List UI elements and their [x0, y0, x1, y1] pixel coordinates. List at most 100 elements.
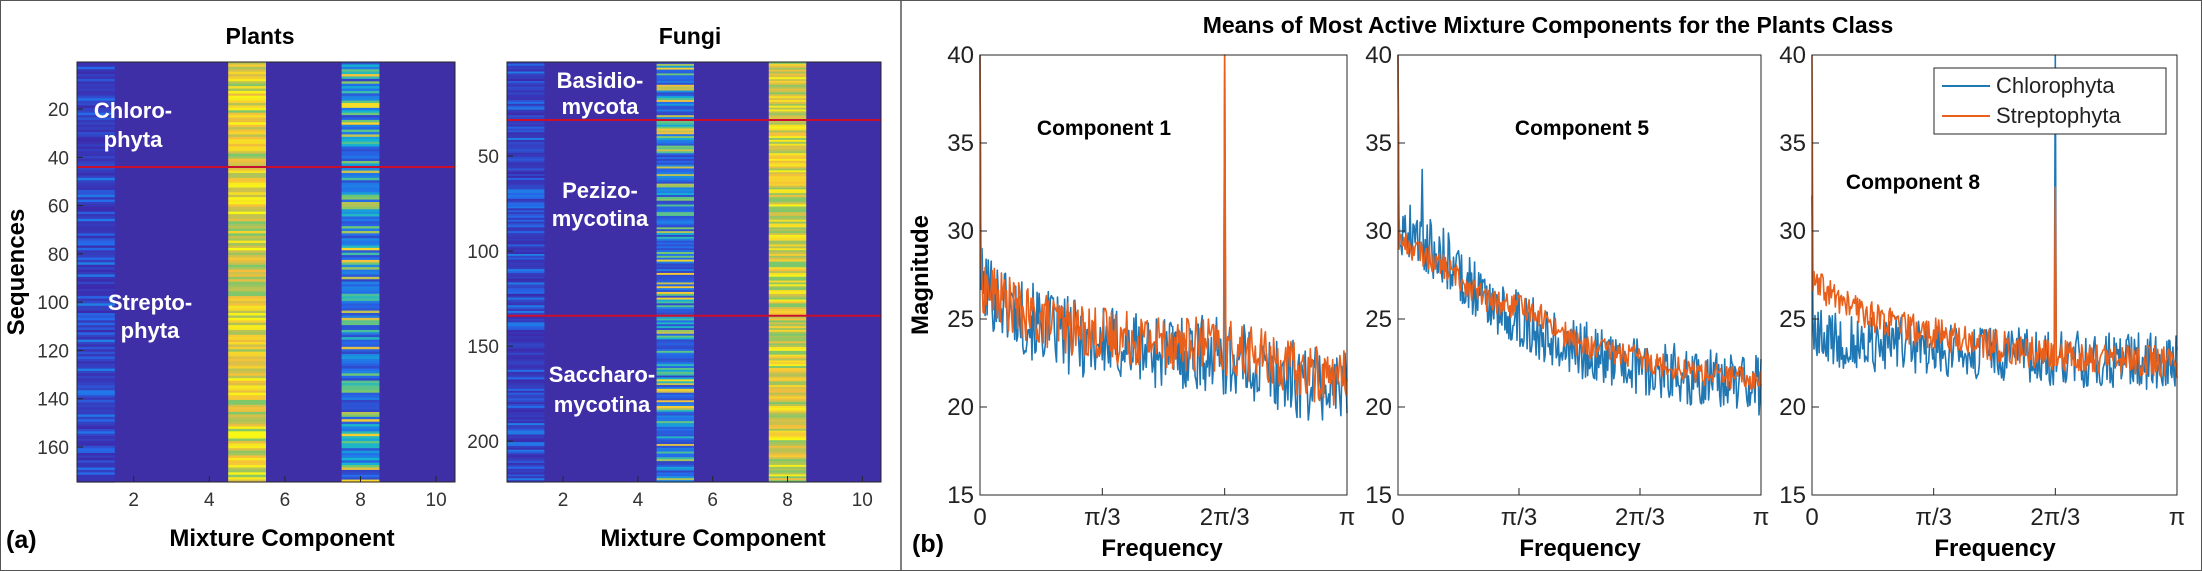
- heatmap-cell: [228, 460, 266, 464]
- heatmap-cell: [507, 269, 545, 272]
- heatmap-cell: [656, 436, 694, 439]
- heatmap-cell: [768, 445, 807, 449]
- heatmap-cell: [768, 162, 807, 166]
- heatmap-cell: [656, 445, 694, 449]
- heatmap-cell: [341, 98, 380, 102]
- heatmap-cell: [656, 451, 694, 455]
- heatmap-cell: [656, 221, 694, 225]
- heatmap-cell: [228, 262, 266, 266]
- heatmap-cell: [656, 229, 694, 232]
- heatmap-cell: [341, 177, 380, 181]
- heatmap-cell: [768, 466, 807, 470]
- heatmap-cell: [656, 134, 694, 137]
- heatmap-cell: [656, 309, 694, 312]
- heatmap-cell: [228, 66, 266, 70]
- heatmap-cell: [768, 383, 807, 386]
- heatmap-cell: [228, 192, 266, 196]
- heatmap-cell: [228, 252, 266, 256]
- heatmap-cell: [77, 74, 115, 78]
- heatmap-cell: [507, 217, 545, 221]
- heatmap-cell: [507, 468, 545, 472]
- heatmap-cell: [656, 381, 694, 384]
- heatmap-cell: [768, 217, 807, 221]
- heatmap-cell: [77, 356, 115, 360]
- heatmap-cell: [656, 107, 694, 111]
- heatmap-cell: [228, 281, 266, 285]
- heatmap-cell: [77, 243, 115, 247]
- heatmap-cell: [341, 426, 380, 430]
- heatmap-cell: [228, 127, 266, 131]
- heatmap-cell: [77, 342, 115, 346]
- heatmap-cell: [507, 383, 545, 386]
- heatmap-cell: [507, 223, 545, 227]
- tick-group: 0 π/3 2π/3 π 15 20 25 30 35 40: [947, 42, 1355, 531]
- heatmap-cell: [228, 445, 266, 449]
- heatmap-cell: [507, 430, 545, 434]
- heatmap-cell: [768, 438, 807, 441]
- heatmap-cell: [228, 329, 266, 333]
- heatmap-cell: [341, 81, 380, 85]
- heatmap-cell: [228, 303, 266, 307]
- heatmap-cell: [507, 238, 545, 242]
- component-label: Component 1: [1037, 117, 1171, 140]
- heatmap-cell: [768, 464, 807, 468]
- heatmap-cell: [77, 380, 115, 384]
- heatmap-cell: [507, 447, 545, 451]
- heatmap-cell: [341, 194, 380, 198]
- heatmap-cell: [77, 450, 115, 454]
- heatmap-cell: [341, 305, 380, 309]
- heatmap-cell: [77, 291, 115, 295]
- heatmap-cell: [228, 187, 266, 191]
- heatmap-cell: [656, 457, 694, 460]
- heatmap-cell: [656, 141, 694, 145]
- heatmap-cell: [77, 233, 115, 237]
- heatmap-cell: [228, 450, 266, 454]
- heatmap-cell: [228, 129, 266, 133]
- heatmap-cell: [768, 400, 807, 403]
- heatmap-cell: [768, 360, 807, 363]
- heatmap-cell: [507, 276, 545, 280]
- heatmap-cell: [656, 212, 694, 215]
- heatmap-cell: [656, 297, 694, 301]
- heatmap-cell: [341, 124, 380, 128]
- heatmap-cell: [228, 310, 266, 314]
- plot-series-group: [1397, 54, 1762, 416]
- heatmap-cell: [77, 83, 115, 87]
- heatmap-cell: [507, 278, 545, 282]
- heatmap-cell: [507, 331, 545, 335]
- heatmap-cell: [507, 424, 545, 428]
- heatmap-cell: [768, 335, 807, 339]
- heatmap-cell: [341, 173, 380, 177]
- heatmap-cell: [768, 295, 807, 299]
- heatmap-cell: [228, 197, 266, 201]
- heatmap-cell: [228, 399, 266, 403]
- heatmap-cell: [228, 440, 266, 444]
- heatmap-cell: [507, 157, 545, 160]
- heatmap-cell: [656, 120, 694, 124]
- heatmap-cell: [341, 380, 380, 384]
- heatmap-cell: [507, 177, 545, 181]
- heatmap-cell: [656, 138, 694, 141]
- heatmap-cell: [341, 74, 380, 78]
- heatmap-cell: [228, 448, 266, 452]
- heatmap-cell: [656, 453, 694, 456]
- heatmap-cell: [228, 300, 266, 304]
- heatmap-cell: [507, 257, 545, 261]
- heatmap-cell: [228, 274, 266, 278]
- heatmap-cell: [341, 445, 380, 449]
- heatmap-cell: [656, 240, 694, 244]
- heatmap-cell: [656, 71, 694, 74]
- heatmap-cell: [77, 141, 115, 145]
- heatmap-cell: [507, 113, 545, 116]
- heatmap-cell: [341, 320, 380, 324]
- heatmap-cell: [341, 378, 380, 382]
- heatmap-cell: [77, 366, 115, 370]
- heatmap-cell: [77, 479, 115, 483]
- heatmap-cell: [656, 208, 694, 211]
- heatmap-cell: [656, 79, 694, 82]
- heatmap-cell: [656, 400, 694, 403]
- heatmap-cell: [77, 240, 115, 244]
- heatmap-cell: [228, 175, 266, 179]
- heatmap-cell: [228, 151, 266, 155]
- heatmap-cell: [656, 398, 694, 401]
